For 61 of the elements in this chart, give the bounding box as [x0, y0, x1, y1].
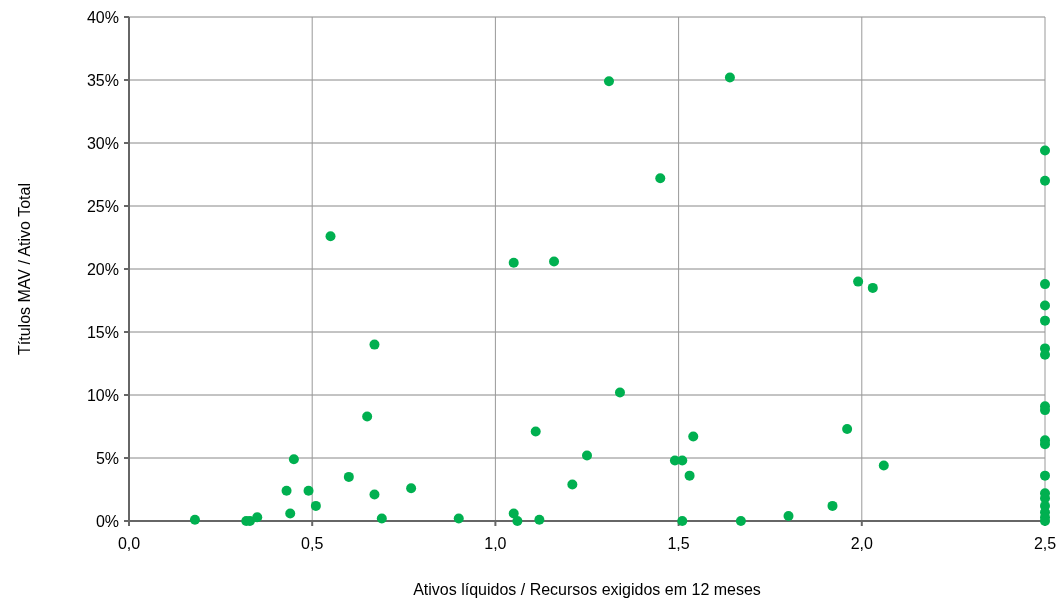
point [512, 516, 523, 526]
point [1040, 470, 1050, 481]
y-tick-label: 30% [86, 135, 119, 152]
point [376, 513, 387, 524]
point [549, 256, 560, 267]
point [867, 282, 878, 293]
point [303, 485, 314, 496]
point [684, 470, 695, 481]
x-tick-label: 0,0 [117, 535, 141, 552]
x-tick-label: 2,5 [1033, 535, 1057, 552]
point [406, 483, 417, 494]
point [530, 426, 541, 437]
x-tick-label: 1,5 [667, 535, 690, 552]
y-tick-label: 35% [86, 72, 119, 89]
point [285, 508, 296, 519]
point [508, 508, 519, 519]
point [853, 276, 864, 287]
point [1040, 300, 1050, 311]
y-tick-label: 25% [86, 198, 119, 215]
point [189, 514, 200, 525]
y-tick-label: 0% [95, 513, 119, 530]
point [534, 514, 545, 525]
point [783, 510, 794, 521]
point [603, 76, 614, 87]
y-tick-label: 20% [86, 261, 119, 278]
point [827, 500, 838, 511]
point [453, 513, 464, 524]
x-tick-label: 0,5 [301, 535, 324, 552]
point [281, 485, 292, 496]
point [288, 454, 299, 465]
point [325, 231, 336, 242]
point [842, 424, 853, 435]
point [614, 387, 625, 398]
x-axis-title: Ativos líquidos / Recursos exigidos em 12 meses [413, 581, 761, 598]
point [1040, 279, 1050, 290]
y-tick-label: 40% [86, 9, 119, 26]
point [369, 339, 380, 350]
point [735, 516, 746, 526]
point [677, 455, 688, 466]
point [343, 471, 354, 482]
y-tick-label: 5% [95, 450, 119, 467]
point [724, 72, 735, 83]
point [677, 516, 688, 526]
point [362, 411, 373, 422]
point [1040, 175, 1050, 186]
point [655, 173, 666, 184]
point [369, 489, 380, 500]
y-tick-label: 10% [86, 387, 119, 404]
point [582, 450, 592, 461]
point [252, 512, 263, 523]
point [508, 257, 519, 268]
point [1040, 315, 1050, 326]
point [878, 460, 889, 471]
point [1040, 145, 1050, 156]
point [567, 479, 578, 490]
y-axis-title: Títulos MAV / Ativo Total [16, 183, 33, 355]
x-tick-label: 1,0 [484, 535, 507, 552]
x-tick-label: 2,0 [850, 535, 874, 552]
point [688, 431, 699, 442]
point [310, 500, 321, 511]
y-tick-label: 15% [86, 324, 119, 341]
